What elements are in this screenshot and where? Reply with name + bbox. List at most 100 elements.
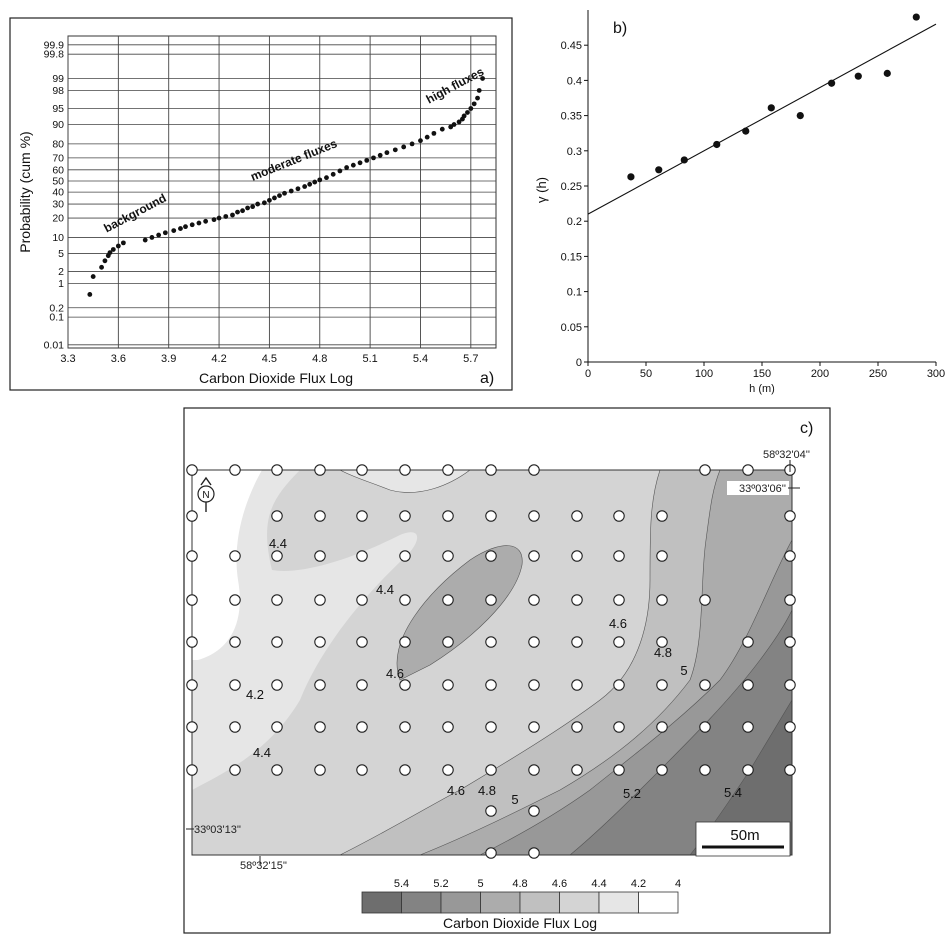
panel-a-point <box>424 134 430 140</box>
panel-a-ylabel: Probability (cum %) <box>17 131 33 252</box>
contour-label: 4.4 <box>253 745 271 760</box>
panel-a-ytick: 30 <box>52 199 64 211</box>
panel-a-ytick: 10 <box>52 232 64 244</box>
panel-a-point <box>317 177 323 183</box>
sampling-station <box>784 721 796 733</box>
panel-a-point <box>364 157 370 163</box>
legend-swatch <box>638 891 679 914</box>
panel-b-xtick: 200 <box>811 368 829 380</box>
legend-label: 4.4 <box>591 878 606 890</box>
sampling-station <box>356 721 368 733</box>
panel-b-xtick: 100 <box>695 368 713 380</box>
panel-a-point <box>451 122 457 127</box>
sampling-station <box>784 679 796 691</box>
sampling-station <box>314 721 326 733</box>
panel-b-label: b) <box>613 20 627 37</box>
panel-a-point <box>476 88 482 93</box>
sampling-station <box>442 764 454 776</box>
sampling-station <box>656 721 668 733</box>
legend-label: 4.8 <box>512 878 527 890</box>
sampling-station <box>356 510 368 522</box>
contour-label: 4.6 <box>447 783 465 798</box>
sampling-station <box>656 764 668 776</box>
sampling-station <box>271 510 283 522</box>
sampling-station <box>356 764 368 776</box>
sampling-station <box>656 636 668 648</box>
sampling-station <box>442 636 454 648</box>
sampling-station <box>528 510 540 522</box>
panel-a-ytick: 80 <box>52 138 64 150</box>
panel-b-ytick: 0.45 <box>561 40 582 52</box>
contour-label: 4.2 <box>246 687 264 702</box>
panel-a-point <box>282 190 287 196</box>
coord-top-right-lon: 58º32'04'' <box>763 449 810 461</box>
sampling-station <box>186 764 198 776</box>
legend-swatch <box>361 891 402 914</box>
panel-b-ytick: 0.3 <box>567 146 582 158</box>
legend-label: 4.2 <box>631 878 646 890</box>
panel-a-point <box>431 130 437 136</box>
legend-title: Carbon Dioxide Flux Log <box>443 915 597 931</box>
panel-c-label: c) <box>800 420 813 437</box>
panel-a-point <box>230 212 235 218</box>
panel-b-ytick: 0 <box>576 357 582 369</box>
sampling-station <box>314 594 326 606</box>
legend-swatch <box>401 891 442 914</box>
sampling-station <box>571 721 583 733</box>
sampling-station <box>442 594 454 606</box>
panel-a-ytick: 95 <box>52 103 64 115</box>
sampling-station <box>485 636 497 648</box>
panel-b: 0 50 100 150 200 250 300 0 0.05 0.1 0.15 0.2 0.25 0.3… <box>534 10 945 395</box>
panel-a-point <box>288 188 294 194</box>
sampling-station <box>485 594 497 606</box>
panel-a-point <box>302 184 308 189</box>
scale-bar-label: 50m <box>730 827 759 844</box>
sampling-station <box>314 764 326 776</box>
panel-a-point <box>235 209 240 215</box>
panel-b-regression-line <box>587 23 937 215</box>
panel-a-point <box>468 106 474 111</box>
sampling-station <box>314 636 326 648</box>
panel-a-points <box>87 76 485 297</box>
panel-a-ytick: 0.01 <box>44 339 65 351</box>
panel-b-point <box>828 79 836 87</box>
sampling-station <box>442 464 454 476</box>
scale-bar: 50m <box>695 821 791 857</box>
panel-b-ytick: 0.35 <box>561 111 582 123</box>
panel-a: 3.3 3.6 3.9 4.2 4.5 4.8 5.1 5.4 5.7 0.01 0.10.2 12 5… <box>9 17 513 391</box>
sampling-stations <box>186 464 796 859</box>
sampling-station <box>784 636 796 648</box>
sampling-station <box>399 550 411 562</box>
panel-a-ytick: 0.2 <box>49 302 64 314</box>
sampling-station <box>528 721 540 733</box>
sampling-station <box>399 594 411 606</box>
panel-b-xtick: 300 <box>927 368 945 380</box>
panel-b-point <box>655 166 663 174</box>
sampling-station <box>356 636 368 648</box>
panel-a-point <box>189 222 195 228</box>
panel-a-point <box>240 208 245 214</box>
sampling-station <box>399 636 411 648</box>
legend-swatch <box>480 891 521 914</box>
panel-b-ytick: 0.1 <box>567 287 582 299</box>
panel-b-point <box>627 173 635 181</box>
panel-a-xtick: 5.1 <box>362 353 377 365</box>
panel-a-ytick: 1 <box>58 278 64 290</box>
north-arrow-icon: N <box>197 476 215 512</box>
sampling-station <box>186 636 198 648</box>
panel-a-point <box>377 152 383 158</box>
panel-b-point <box>713 140 721 149</box>
north-arrow-label: N <box>202 490 209 501</box>
coord-top-right-lat-bg <box>727 481 789 495</box>
sampling-station <box>699 464 711 476</box>
sampling-station <box>186 464 198 476</box>
sampling-station <box>699 594 711 606</box>
panel-a-xtick: 3.3 <box>60 353 75 365</box>
panel-a-ytick: 40 <box>52 187 64 199</box>
sampling-station <box>314 464 326 476</box>
sampling-station <box>528 679 540 691</box>
legend-label: 4.6 <box>552 878 567 890</box>
contour-fill-4.6-island <box>396 545 523 681</box>
sampling-station <box>229 464 241 476</box>
panel-b-point <box>742 127 750 135</box>
